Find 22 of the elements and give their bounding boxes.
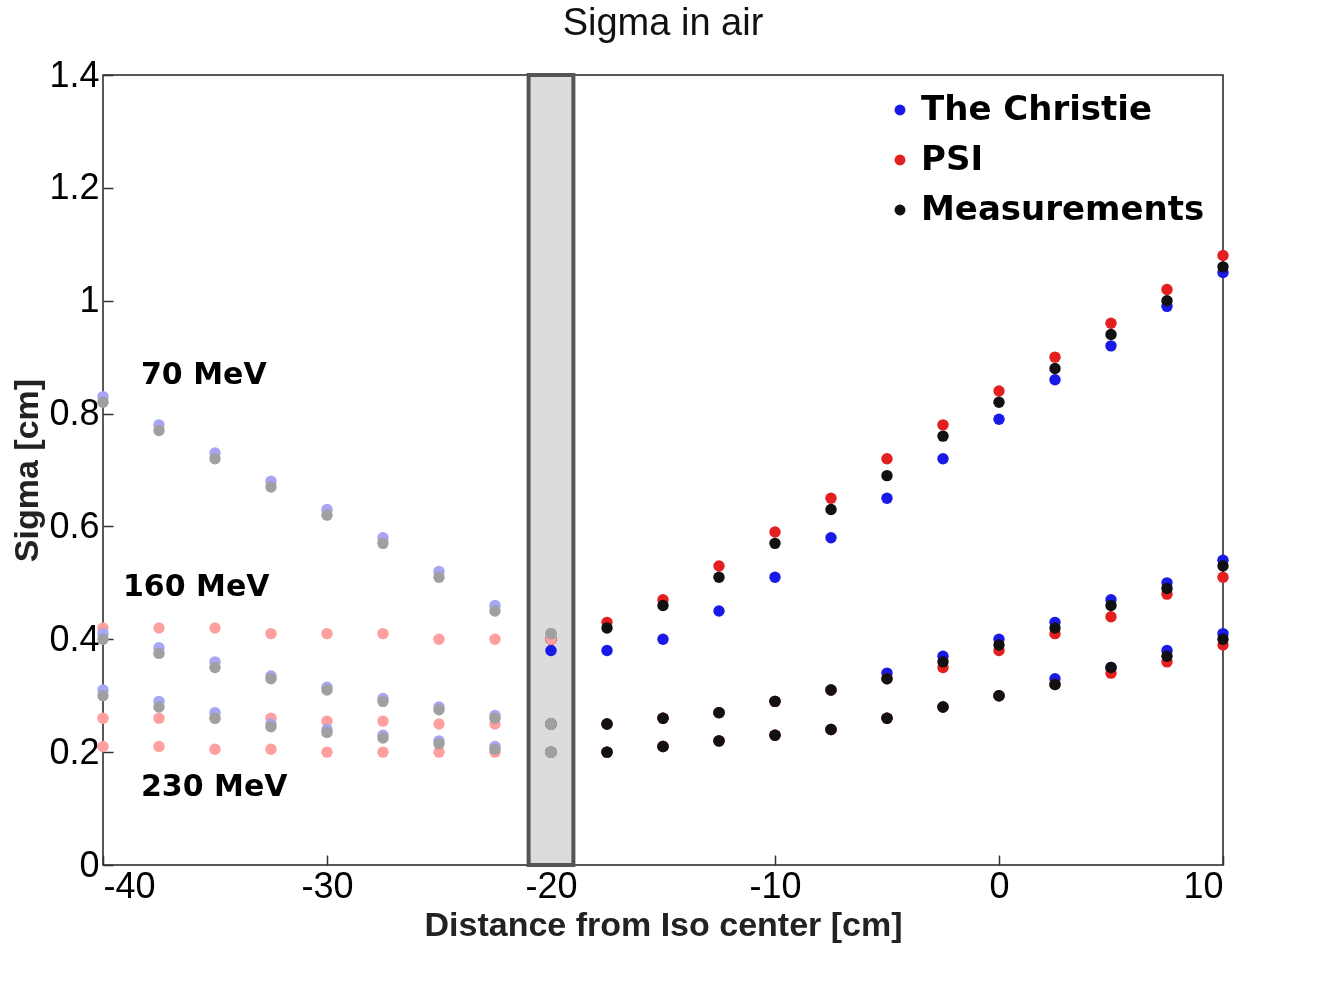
legend-label: The Christie [921,88,1153,128]
y-tick-label: 1 [79,279,100,321]
annotation: 70 MeV [141,356,268,391]
y-tick-label: 0.8 [49,392,100,434]
x-tick-label: -30 [301,864,354,906]
legend-label: PSI [921,138,984,178]
chart-title: Sigma in air [562,1,764,43]
y-tick-label: 1.4 [49,53,100,95]
annotation: 230 MeV [141,768,289,803]
y-tick-label: 0.2 [49,730,100,772]
x-axis-title: Distance from Iso center [cm] [424,904,903,943]
y-axis-title: Sigma [cm] [7,378,46,563]
annotation: 160 MeV [123,568,271,603]
x-tick-label: 10 [1183,864,1224,906]
y-tick-label: 0.4 [49,617,100,659]
x-tick-label: 0 [989,864,1010,906]
legend-label: Measurements [921,188,1205,228]
x-tick-label: -40 [103,864,156,906]
y-tick-label: 0.6 [49,504,100,546]
y-tick-label: 1.2 [49,166,100,208]
x-tick-label: -10 [749,864,802,906]
x-tick-label: -20 [525,864,578,906]
